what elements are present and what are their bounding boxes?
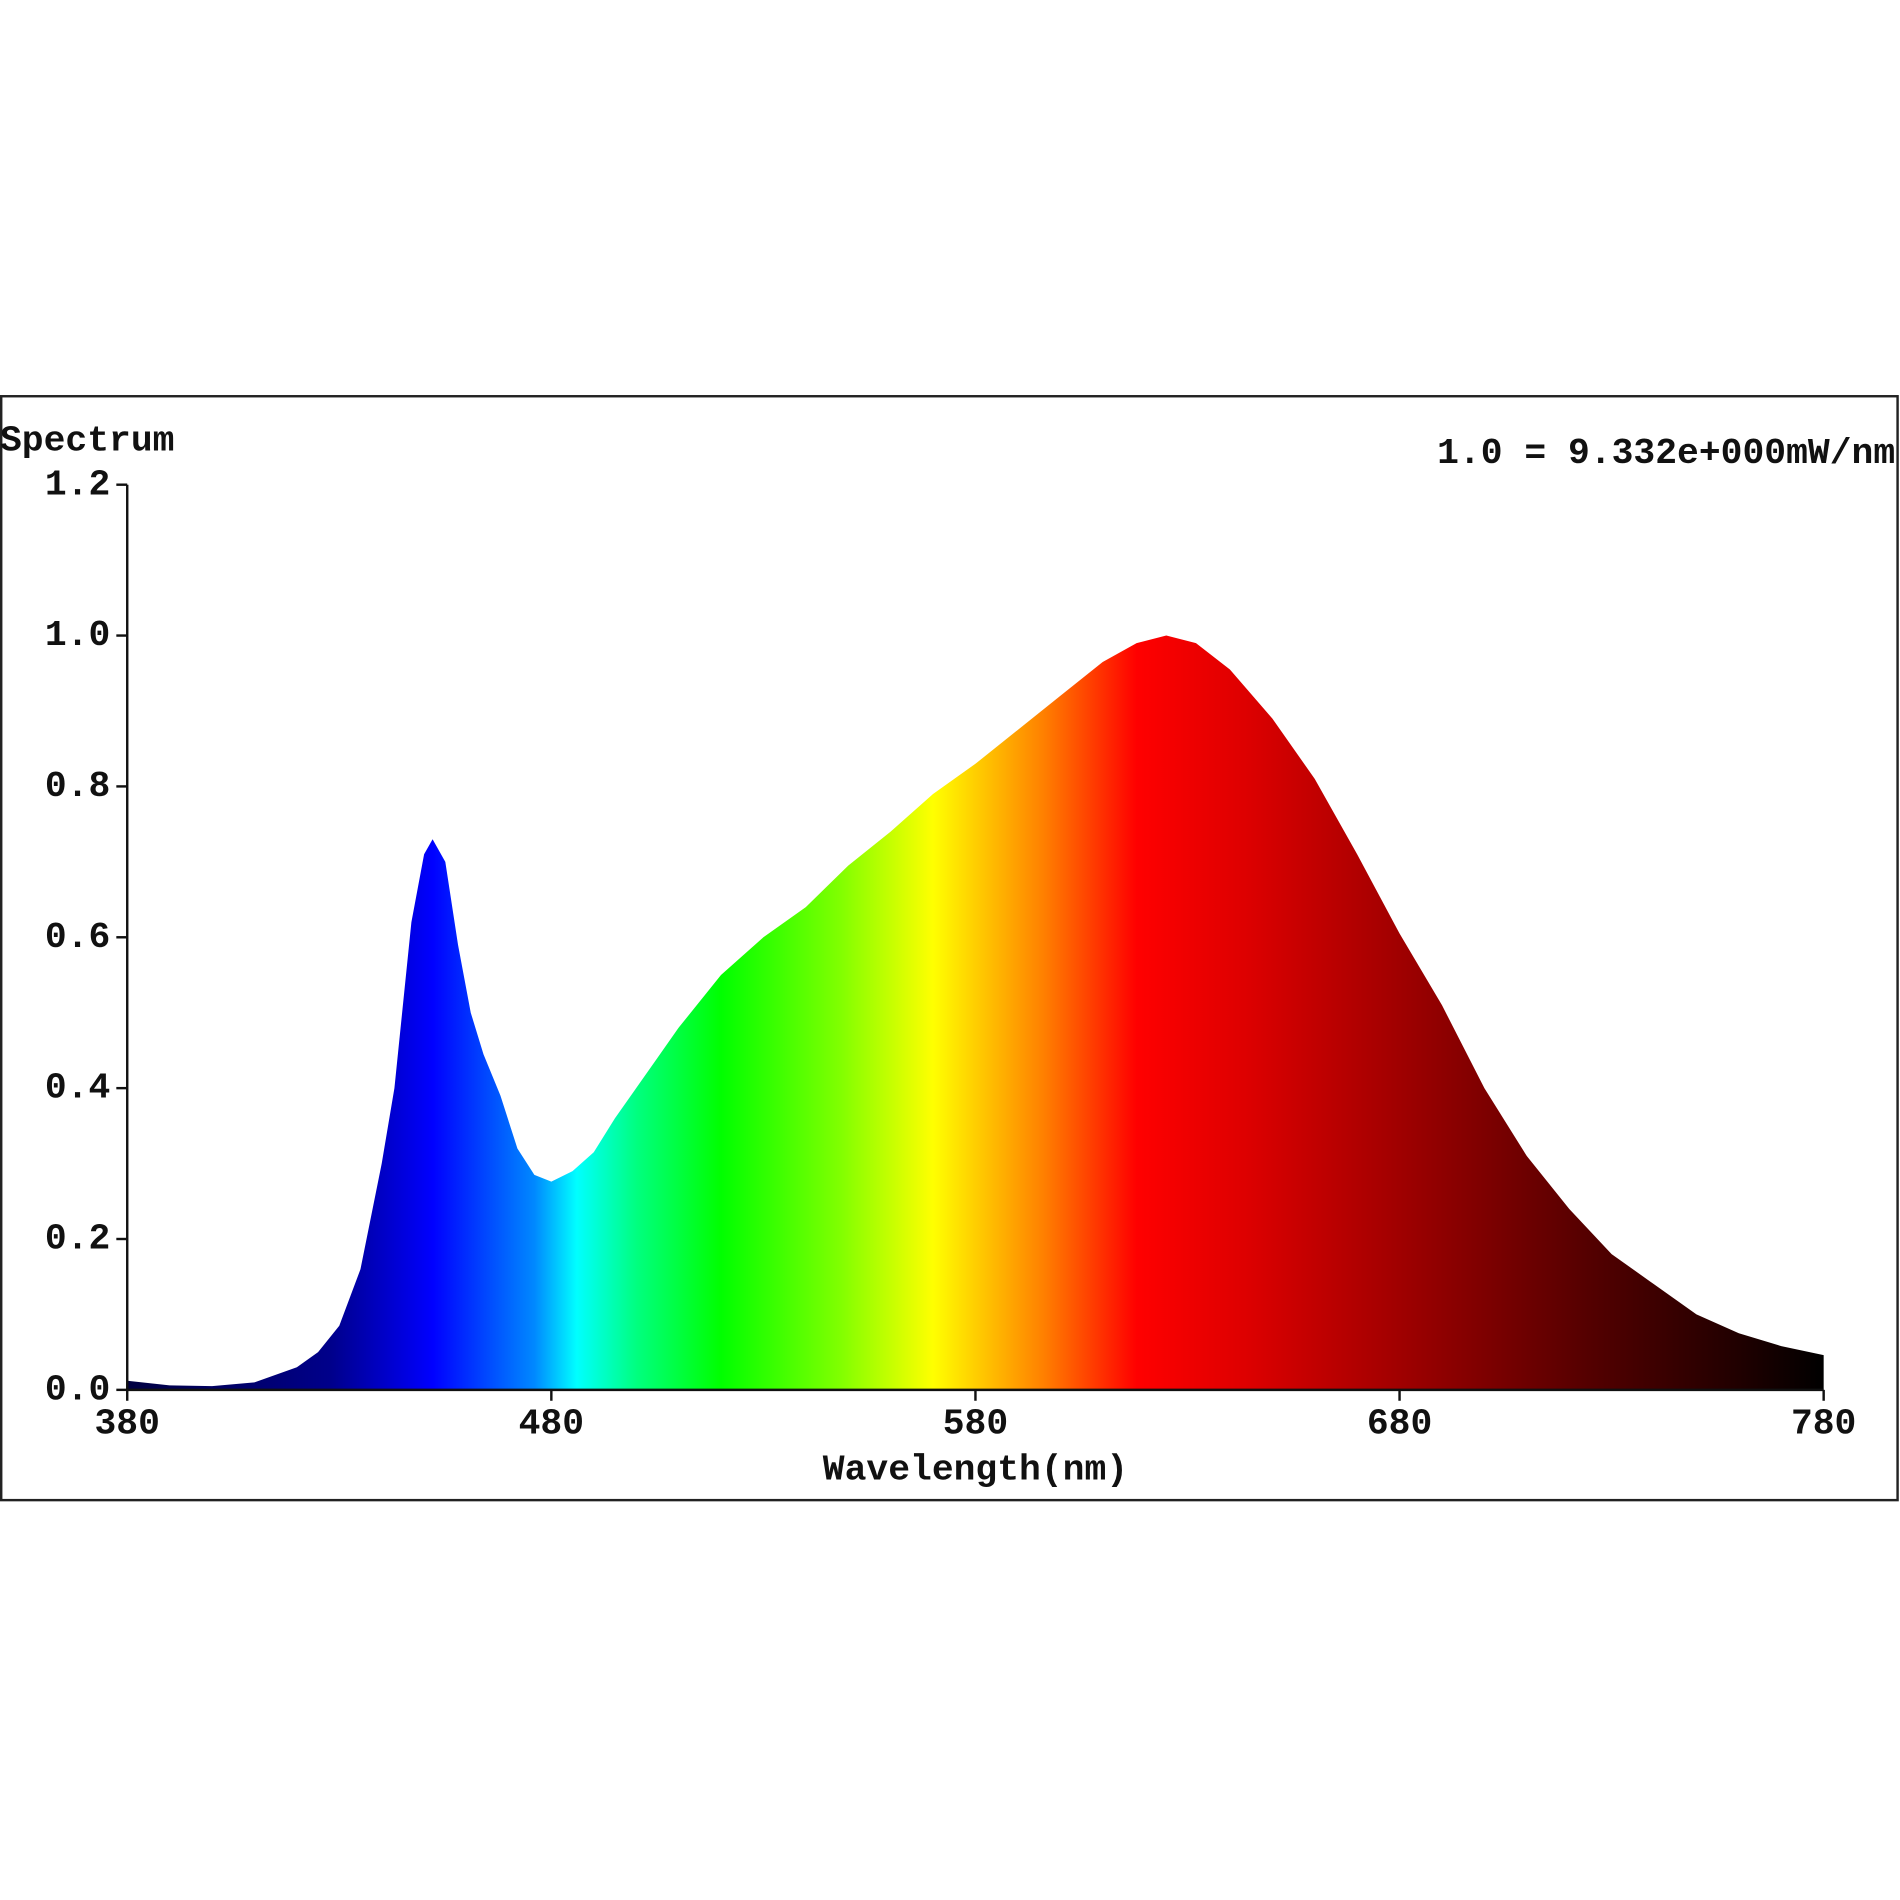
- y-tick-label: 0.6: [45, 917, 110, 958]
- y-tick-label: 0.4: [45, 1068, 110, 1109]
- annotation: 1.0 = 9.332e+000mW/nm: [1437, 433, 1895, 474]
- x-tick-label: 680: [1367, 1403, 1432, 1444]
- y-tick-label: 1.0: [45, 615, 110, 656]
- x-tick-label: 380: [95, 1403, 160, 1444]
- y-tick-label: 0.0: [45, 1369, 110, 1410]
- spectrum-area: [127, 635, 1824, 1390]
- x-tick-label: 780: [1791, 1403, 1856, 1444]
- x-tick-label: 580: [943, 1403, 1008, 1444]
- y-tick-label: 1.2: [45, 464, 110, 505]
- y-tick-label: 0.2: [45, 1219, 110, 1260]
- x-tick-label: 480: [519, 1403, 584, 1444]
- y-tick-label: 0.8: [45, 766, 110, 807]
- x-axis-label: Wavelength(nm): [823, 1449, 1128, 1490]
- chart-title: Spectrum: [0, 421, 174, 462]
